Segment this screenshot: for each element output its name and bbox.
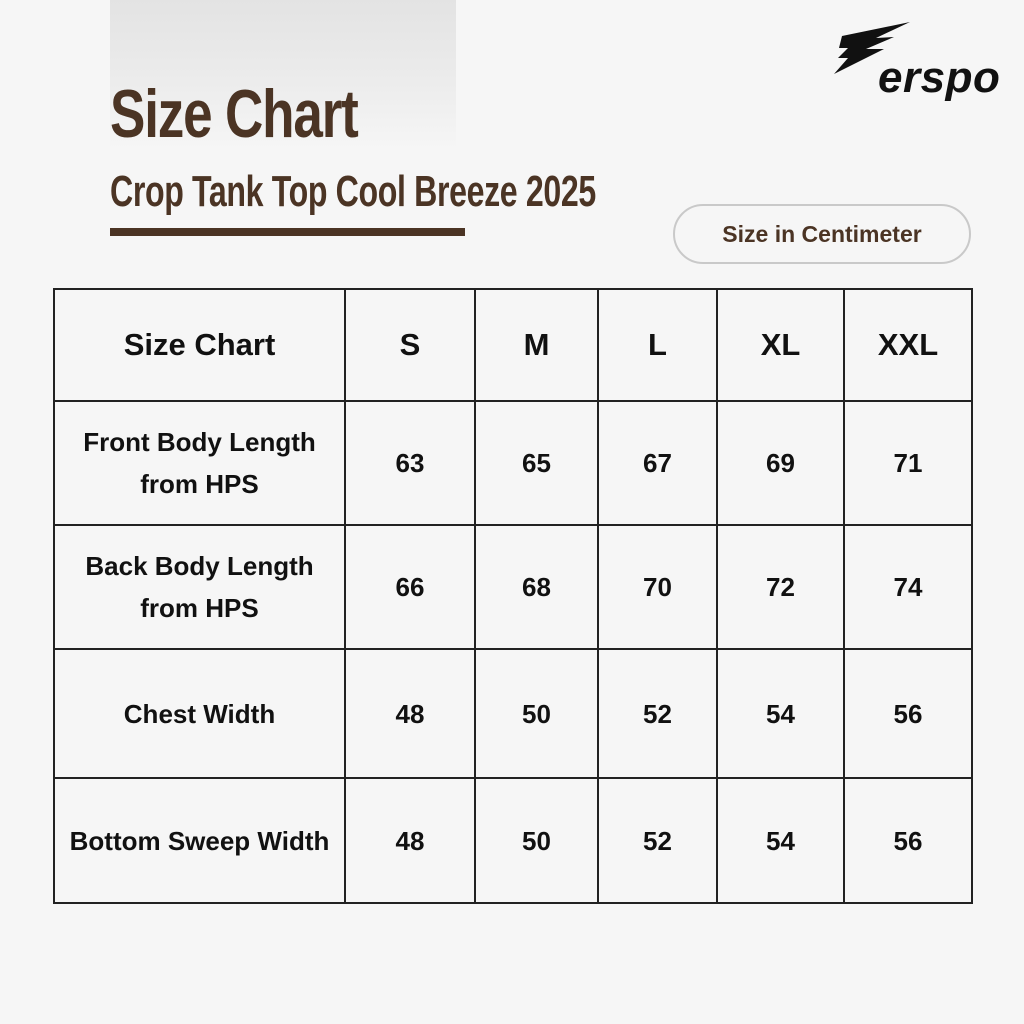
table-cell: 72 — [716, 524, 845, 650]
size-header-l: L — [597, 288, 718, 402]
brand-logo: erspo — [832, 22, 1002, 102]
table-cell: 67 — [597, 400, 718, 526]
table-cell: 54 — [716, 648, 845, 779]
table-row: Chest Width 48 50 52 54 56 — [53, 648, 973, 779]
table-cell: 74 — [843, 524, 973, 650]
table-row: Front Body Length from HPS 63 65 67 69 7… — [53, 400, 973, 526]
size-header-xxl: XXL — [843, 288, 973, 402]
table-cell: 71 — [843, 400, 973, 526]
table-cell: 68 — [474, 524, 599, 650]
title-underline — [110, 228, 465, 236]
table-cell: 56 — [843, 777, 973, 904]
table-cell: 56 — [843, 648, 973, 779]
table-cell: 50 — [474, 648, 599, 779]
table-cell: 69 — [716, 400, 845, 526]
table-cell: 63 — [344, 400, 476, 526]
page-title: Size Chart — [110, 76, 359, 152]
table-cell: 52 — [597, 648, 718, 779]
size-chart-table: Size Chart S M L XL XXL Front Body Lengt… — [53, 288, 973, 904]
row-label: Chest Width — [53, 648, 346, 779]
header-background — [110, 0, 456, 150]
table-cell: 70 — [597, 524, 718, 650]
table-cell: 48 — [344, 648, 476, 779]
size-header-m: M — [474, 288, 599, 402]
unit-badge: Size in Centimeter — [673, 204, 971, 264]
table-cell: 65 — [474, 400, 599, 526]
table-row: Bottom Sweep Width 48 50 52 54 56 — [53, 777, 973, 904]
brand-logo-icon — [834, 22, 910, 74]
size-header-s: S — [344, 288, 476, 402]
size-header-xl: XL — [716, 288, 845, 402]
row-label: Bottom Sweep Width — [53, 777, 346, 904]
table-header-row: Size Chart S M L XL XXL — [53, 288, 973, 402]
table-cell: 52 — [597, 777, 718, 904]
table-row: Back Body Length from HPS 66 68 70 72 74 — [53, 524, 973, 650]
table-cell: 50 — [474, 777, 599, 904]
brand-logo-text: erspo — [878, 53, 1001, 102]
row-label: Back Body Length from HPS — [53, 524, 346, 650]
table-cell: 48 — [344, 777, 476, 904]
table-cell: 54 — [716, 777, 845, 904]
table-corner-header: Size Chart — [53, 288, 346, 402]
product-subtitle: Crop Tank Top Cool Breeze 2025 — [110, 167, 596, 216]
row-label: Front Body Length from HPS — [53, 400, 346, 526]
table-cell: 66 — [344, 524, 476, 650]
